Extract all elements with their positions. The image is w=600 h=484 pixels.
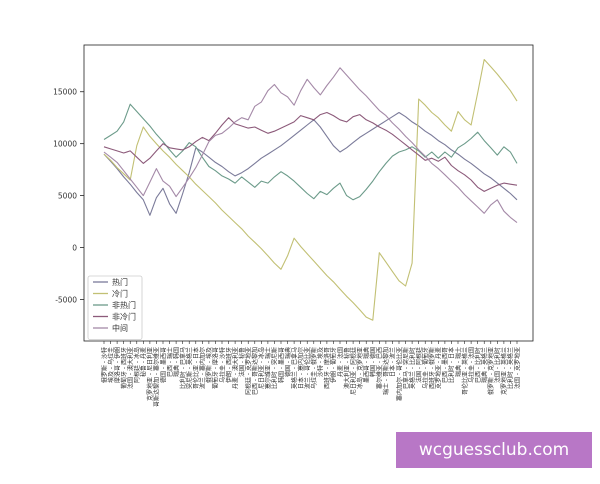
x-tick-label: 法国 - 澳大利亚 <box>127 347 135 389</box>
x-tick-label: 法国 - 比利时 <box>494 347 502 383</box>
y-tick-label: 0 <box>72 244 77 253</box>
x-tick-label: 墨西哥 - 瑞典 <box>363 347 371 383</box>
series-line-3 <box>103 103 518 201</box>
series-line-4 <box>103 111 518 192</box>
x-tick-label: 瑞士 - 哥斯达黎加 <box>382 347 390 395</box>
legend-label: 中间 <box>112 323 128 333</box>
x-tick-label: 巴西 - 比利时 <box>474 347 482 383</box>
x-tick-label: 克罗地亚 - 尼日利亚 <box>146 347 154 401</box>
legend-label: 热门 <box>112 277 128 287</box>
x-tick-label: 英格兰 - 巴拿马 <box>290 347 298 389</box>
x-tick-label: 法国 - 阿根廷 <box>415 347 423 383</box>
x-tick-label: 沙特 - 埃及 <box>317 347 325 377</box>
plot-frame <box>83 44 534 342</box>
series-line-2 <box>103 58 518 321</box>
x-tick-label: 埃及 - 乌拉圭 <box>107 347 115 383</box>
x-tick-label: 澳大利亚 - 秘鲁 <box>343 347 351 389</box>
x-tick-label: 比利时 - 巴拿马 <box>179 347 187 389</box>
x-tick-label: 日本 - 塞内加尔 <box>297 347 305 389</box>
x-tick-label: 乌拉圭 - 法国 <box>467 347 475 383</box>
x-tick-label: 波兰 - 塞内加尔 <box>199 347 207 389</box>
x-tick-label: 尼日利亚 - 阿根廷 <box>349 347 357 395</box>
watermark-banner: wcguessclub.com <box>396 432 592 468</box>
x-tick-label: 日本 - 波兰 <box>389 347 397 377</box>
x-tick-label: 瑞典 - 韩国 <box>172 347 180 377</box>
x-tick-label: 阿根廷 - 冰岛 <box>133 347 141 383</box>
x-tick-label: 韩国 - 德国 <box>369 347 377 377</box>
x-tick-label: 丹麦 - 澳大利亚 <box>231 347 239 389</box>
x-tick-label: 突尼斯 - 英格兰 <box>186 347 194 389</box>
x-tick-label: 摩洛哥 - 伊朗 <box>113 347 121 383</box>
x-tick-label: 冰岛 - 克罗地亚 <box>356 347 364 389</box>
x-tick-label: 塞内加尔 - 哥伦比亚 <box>395 347 403 401</box>
x-tick-label: 比利时 - 日本 <box>448 347 456 383</box>
x-tick-label: 克罗地亚 - 英格兰 <box>500 347 508 395</box>
x-tick-label: 俄罗斯 - 克罗地亚 <box>487 347 495 395</box>
x-tick-label: 乌拉圭 - 沙特 <box>218 347 226 383</box>
x-tick-label: 尼日利亚 - 冰岛 <box>258 347 266 389</box>
legend <box>87 275 143 340</box>
x-tick-label: 比利时 - 突尼斯 <box>271 347 279 389</box>
x-tick-label: 秘鲁 - 丹麦 <box>140 347 148 377</box>
y-tick-label: 10000 <box>53 140 77 149</box>
watermark-banner-text: wcguessclub.com <box>418 440 570 460</box>
x-tick-label: 巴拿马 - 突尼斯 <box>402 347 410 389</box>
x-tick-label: 瑞典 - 英格兰 <box>481 347 489 383</box>
x-tick-label: 西班牙 - 摩洛哥 <box>323 347 331 389</box>
x-tick-label: 法国 - 克罗地亚 <box>513 347 521 389</box>
series-line-1 <box>103 111 518 216</box>
x-tick-label: 德国 - 墨西哥 <box>159 347 167 383</box>
x-tick-label: 伊朗 - 葡萄牙 <box>330 347 338 383</box>
x-tick-label: 俄罗斯 - 埃及 <box>205 347 213 383</box>
x-tick-label: 克罗地亚 - 丹麦 <box>435 347 443 389</box>
y-tick-label: -5000 <box>55 295 77 304</box>
x-tick-label: 葡萄牙 - 摩洛哥 <box>212 347 220 389</box>
x-tick-label: 塞尔维亚 - 巴西 <box>376 347 384 389</box>
x-tick-label: 波兰 - 哥伦比亚 <box>304 347 312 389</box>
x-tick-label: 韩国 - 墨西哥 <box>277 347 285 383</box>
x-tick-label: 阿根廷 - 克罗地亚 <box>245 347 253 395</box>
x-tick-label: 伊朗 - 西班牙 <box>225 347 233 383</box>
x-tick-label: 俄罗斯 - 沙特 <box>100 347 108 383</box>
x-tick-label: 巴西 - 墨西哥 <box>442 347 449 383</box>
x-tick-label: 瑞典 - 瑞士 <box>454 347 462 377</box>
x-tick-label: 丹麦 - 法国 <box>336 347 344 377</box>
x-tick-label: 比利时 - 英格兰 <box>507 347 515 389</box>
x-tick-label: 巴西 - 瑞士 <box>166 347 174 377</box>
legend-label: 非热门 <box>112 300 136 310</box>
y-tick-label: 5000 <box>58 192 77 201</box>
legend-label: 冷门 <box>112 289 128 299</box>
x-tick-label: 哥斯达黎加 - 塞尔维亚 <box>153 347 161 407</box>
x-tick-label: 乌拉圭 - 葡萄牙 <box>422 347 430 389</box>
x-tick-label: 乌拉圭 - 俄罗斯 <box>310 347 318 389</box>
legend-label: 非冷门 <box>112 312 136 322</box>
x-tick-label: 德国 - 瑞典 <box>284 347 292 377</box>
x-tick-label: 西班牙 - 俄罗斯 <box>428 347 436 389</box>
x-tick-label: 葡萄牙 - 西班牙 <box>120 347 128 389</box>
x-tick-label: 哥伦比亚 - 英格兰 <box>461 347 469 395</box>
x-tick-label: 巴西 - 哥斯达黎加 <box>251 347 259 395</box>
y-tick-label: 15000 <box>53 88 77 97</box>
x-tick-label: 英格兰 - 比利时 <box>408 347 416 389</box>
x-tick-label: 塞尔维亚 - 瑞士 <box>264 347 272 389</box>
x-tick-label: 法国 - 秘鲁 <box>238 347 246 377</box>
series-line-5 <box>103 67 518 224</box>
x-tick-label: 哥伦比亚 - 日本 <box>192 347 200 389</box>
